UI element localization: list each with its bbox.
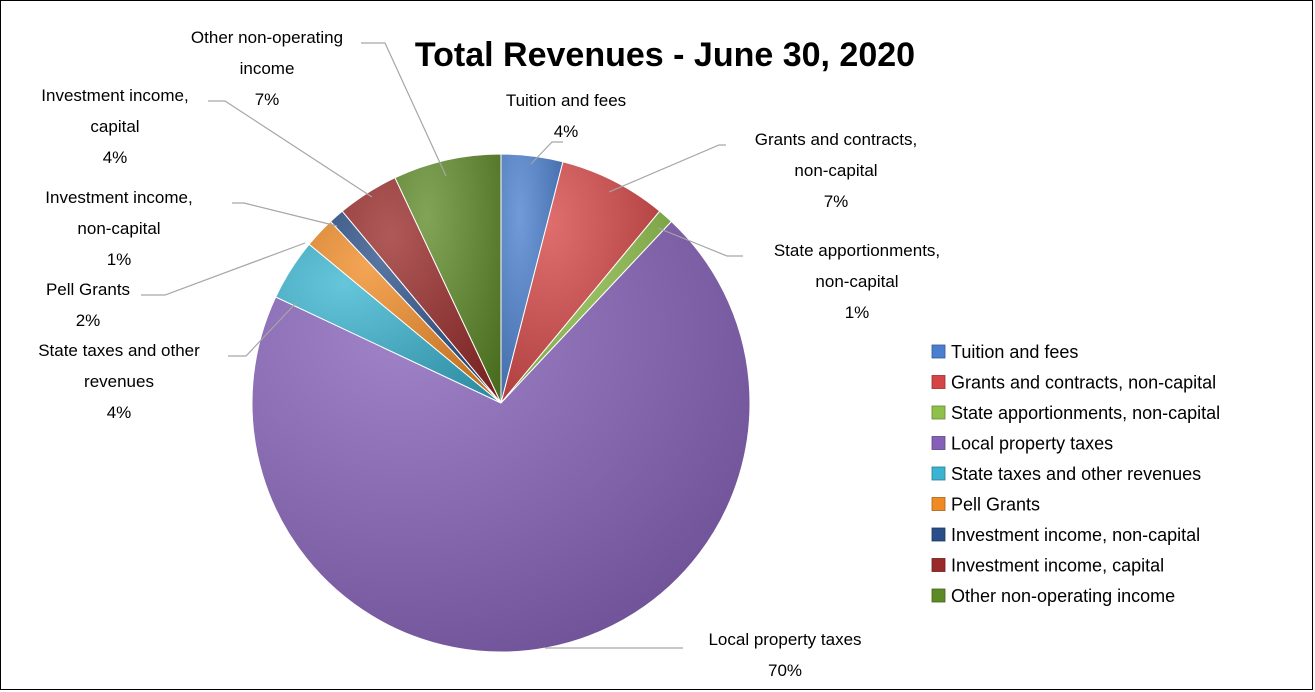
- data-label-state-apportionments-non-capital: non-capital: [815, 272, 898, 291]
- legend-label-local-property-taxes: Local property taxes: [951, 434, 1113, 454]
- legend-swatch-grants-and-contracts-non-capital: [931, 375, 946, 389]
- chart-title: Total Revenues - June 30, 2020: [415, 36, 915, 74]
- legend-swatch-state-apportionments-non-capital: [931, 405, 946, 420]
- legend: Tuition and fees Grants and contracts, no…: [931, 342, 1220, 606]
- data-label-other-non-operating-income: 7%: [255, 90, 280, 109]
- leader-line-pell-grants: [141, 242, 306, 296]
- data-label-grants-and-contracts-non-capital: 7%: [824, 192, 849, 211]
- pie-slice-grants-and-contracts-non-capital: [500, 161, 661, 404]
- data-label-investment-income-capital: Investment income,: [41, 86, 188, 105]
- legend-label-other-non-operating-income: Other non-operating income: [951, 586, 1175, 606]
- data-label-local-property-taxes: Local property taxes: [708, 630, 861, 649]
- data-label-grants-and-contracts-non-capital: Grants and contracts,: [755, 130, 918, 149]
- leader-line-other-non-operating-income: [361, 42, 447, 177]
- data-label-state-taxes-and-other-revenues: revenues: [84, 372, 154, 391]
- leader-line-state-taxes-and-other-revenues: [228, 301, 298, 357]
- legend-label-pell-grants: Pell Grants: [951, 495, 1040, 515]
- label-leader-lines: [141, 42, 743, 649]
- legend-label-state-taxes-and-other-revenues: State taxes and other revenues: [951, 464, 1201, 484]
- legend-label-state-apportionments-non-capital: State apportionments, non-capital: [951, 403, 1220, 423]
- data-label-local-property-taxes: 70%: [768, 661, 802, 680]
- data-label-state-taxes-and-other-revenues: State taxes and other: [38, 341, 200, 360]
- legend-swatch-tuition-and-fees: [931, 344, 946, 359]
- data-label-investment-income-non-capital: Investment income,: [45, 188, 192, 207]
- legend-label-investment-income-capital: Investment income, capital: [951, 556, 1164, 576]
- legend-swatch-investment-income-capital: [931, 558, 946, 572]
- data-label-tuition-and-fees: 4%: [554, 122, 579, 141]
- data-label-pell-grants: Pell Grants: [46, 280, 130, 299]
- data-label-state-apportionments-non-capital: State apportionments,: [774, 241, 940, 260]
- leader-line-grants-and-contracts-non-capital: [608, 144, 726, 193]
- leader-line-investment-income-capital: [208, 100, 373, 198]
- data-label-pell-grants: 2%: [76, 311, 101, 330]
- data-label-investment-income-non-capital: non-capital: [77, 219, 160, 238]
- legend-swatch-local-property-taxes: [931, 436, 946, 450]
- pie-slices: [251, 153, 751, 653]
- data-label-investment-income-non-capital: 1%: [107, 250, 132, 269]
- pie-slice-other-non-operating-income: [394, 153, 502, 404]
- leader-line-investment-income-non-capital: [232, 202, 338, 227]
- data-label-tuition-and-fees: Tuition and fees: [506, 91, 626, 110]
- data-label-state-taxes-and-other-revenues: 4%: [107, 403, 132, 422]
- data-label-investment-income-capital: 4%: [103, 148, 128, 167]
- legend-swatch-state-taxes-and-other-revenues: [931, 466, 946, 481]
- leader-line-tuition-and-fees: [530, 141, 563, 165]
- legend-label-tuition-and-fees: Tuition and fees: [951, 342, 1078, 362]
- leader-line-state-apportionments-non-capital: [657, 227, 743, 257]
- data-label-state-apportionments-non-capital: 1%: [845, 303, 870, 322]
- data-labels: Tuition and fees 4% Grants and contracts, n…: [38, 28, 940, 680]
- data-label-grants-and-contracts-non-capital: non-capital: [794, 161, 877, 180]
- legend-label-grants-and-contracts-non-capital: Grants and contracts, non-capital: [951, 373, 1216, 393]
- legend-swatch-pell-grants: [931, 497, 946, 511]
- data-label-investment-income-capital: capital: [90, 117, 139, 136]
- data-label-other-non-operating-income: income: [240, 59, 295, 78]
- legend-label-investment-income-non-capital: Investment income, non-capital: [951, 525, 1200, 545]
- legend-swatch-investment-income-non-capital: [931, 527, 946, 542]
- legend-swatch-other-non-operating-income: [931, 588, 946, 603]
- data-label-other-non-operating-income: Other non-operating: [191, 28, 343, 47]
